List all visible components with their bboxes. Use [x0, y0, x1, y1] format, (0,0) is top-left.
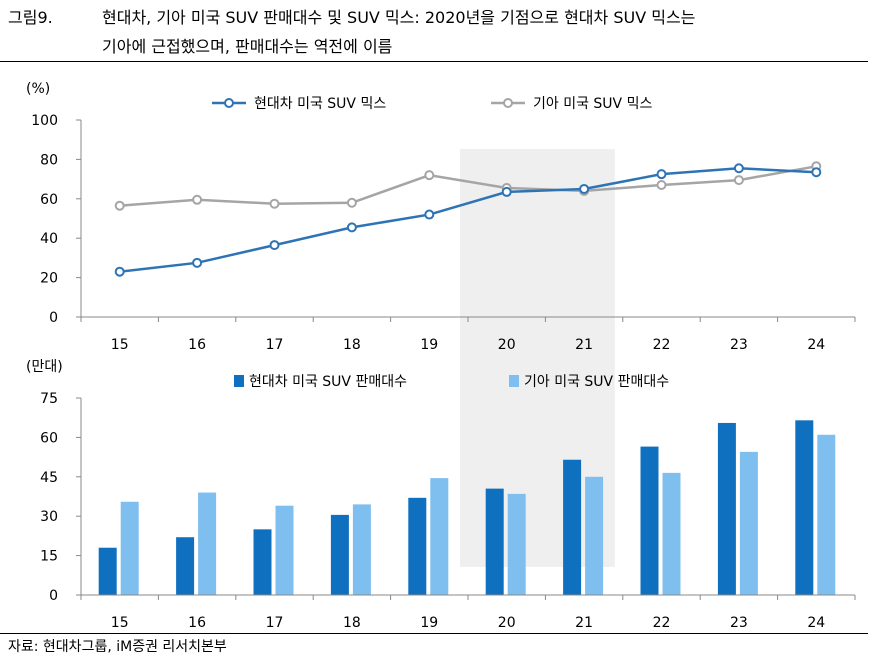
mix-line-chart: (%) 0 20 40 60 80 100 15 16 17 18 19 20 21 22 23 24 현대차 미… — [26, 81, 856, 353]
kia-suv-sales-bar — [507, 493, 526, 595]
line-unit-label: (%) — [26, 81, 50, 97]
figure-label: 그림9. — [8, 8, 53, 27]
kia-suv-mix-point — [114, 200, 125, 211]
kia-suv-sales-bar — [739, 451, 758, 595]
bar-x-tick-label: 24 — [807, 615, 825, 631]
hyundai-suv-mix-point — [579, 183, 590, 194]
hyundai-suv-sales-bar — [253, 529, 272, 595]
figure-title-line-1: 현대차, 기아 미국 SUV 판매대수 및 SUV 믹스: 2020년을 기점으… — [102, 8, 696, 27]
kia-suv-mix-point — [656, 180, 667, 191]
hyundai-suv-mix-point — [656, 169, 667, 180]
kia-suv-sales-bar — [352, 504, 371, 595]
sales-bar-chart: (만대) 0 15 30 45 60 75 15 16 17 18 19 20 21 22 23 24 현대차 미… — [26, 359, 856, 631]
kia-suv-sales-bar — [430, 478, 449, 595]
hyundai-suv-sales-bar — [795, 420, 814, 595]
bottom-rule — [0, 633, 868, 634]
hyundai-suv-mix-point — [192, 257, 203, 268]
kia-suv-mix-legend-marker — [503, 98, 513, 108]
kia-suv-sales-bar — [198, 492, 217, 595]
line-x-tick-label: 20 — [498, 337, 516, 353]
figure-title-line-2: 기아에 근접했으며, 판매대수는 역전에 이름 — [102, 37, 393, 56]
hyundai-suv-mix-legend-label: 현대차 미국 SUV 믹스 — [254, 96, 386, 112]
hyundai-suv-mix-point — [733, 163, 744, 174]
hyundai-suv-mix-point — [114, 266, 125, 277]
bar-x-tick-label: 19 — [420, 615, 438, 631]
bar-x-tick-label: 21 — [575, 615, 593, 631]
kia-suv-mix-line — [119, 165, 817, 207]
kia-suv-sales-bar — [275, 505, 294, 595]
hyundai-suv-mix-legend-marker — [224, 98, 234, 108]
line-x-tick-label: 15 — [111, 337, 129, 353]
bar-y-tick-label: 45 — [40, 470, 58, 486]
line-y-tick-label: 100 — [31, 113, 58, 129]
line-x-tick-label: 17 — [266, 337, 284, 353]
line-x-tick-label: 21 — [575, 337, 593, 353]
bar-x-tick-label: 16 — [188, 615, 206, 631]
hyundai-suv-sales-bar — [330, 514, 349, 595]
hyundai-suv-sales-bar — [717, 422, 736, 595]
bar-unit-label: (만대) — [26, 359, 63, 375]
bar-x-tick-label: 18 — [343, 615, 361, 631]
hyundai-suv-sales-bar — [563, 459, 582, 595]
hyundai-suv-sales-bar — [98, 547, 117, 595]
line-y-tick-label: 80 — [40, 152, 58, 168]
kia-suv-sales-bar — [662, 472, 681, 595]
hyundai-suv-mix-point — [811, 167, 822, 178]
kia-suv-sales-bar — [120, 501, 139, 595]
bar-x-tick-label: 20 — [498, 615, 516, 631]
hyundai-suv-mix-line — [119, 167, 817, 273]
kia-suv-mix-point — [192, 194, 203, 205]
hyundai-suv-mix-point — [501, 186, 512, 197]
bar-y-tick-label: 0 — [49, 588, 58, 604]
bar-y-tick-label: 75 — [40, 391, 58, 407]
hyundai-suv-sales-bar — [485, 488, 504, 595]
kia-suv-mix-point — [346, 197, 357, 208]
bar-y-tick-label: 60 — [40, 430, 58, 446]
top-rule — [0, 61, 868, 62]
line-x-tick-label: 23 — [730, 337, 748, 353]
bar-x-tick-label: 23 — [730, 615, 748, 631]
hyundai-suv-mix-point — [269, 240, 280, 251]
kia-suv-sales-legend-swatch — [509, 375, 519, 387]
line-x-tick-label: 19 — [420, 337, 438, 353]
bar-y-tick-label: 15 — [40, 549, 58, 565]
kia-suv-sales-legend-label: 기아 미국 SUV 판매대수 — [524, 374, 669, 390]
kia-suv-mix-point — [733, 175, 744, 186]
line-y-tick-label: 60 — [40, 192, 58, 208]
source-note: 자료: 현대차그룹, iM증권 리서치본부 — [8, 639, 227, 655]
line-y-tick-label: 40 — [40, 231, 58, 247]
kia-suv-mix-point — [424, 170, 435, 181]
bar-x-tick-label: 17 — [266, 615, 284, 631]
line-x-tick-label: 24 — [807, 337, 825, 353]
kia-suv-mix-point — [269, 198, 280, 209]
line-x-tick-label: 22 — [653, 337, 671, 353]
line-y-tick-label: 20 — [40, 271, 58, 287]
kia-suv-mix-legend-label: 기아 미국 SUV 믹스 — [533, 96, 652, 112]
kia-suv-sales-bar — [817, 434, 836, 595]
line-y-tick-label: 0 — [49, 310, 58, 326]
hyundai-suv-sales-legend-swatch — [234, 375, 244, 387]
hyundai-suv-mix-point — [424, 209, 435, 220]
bar-x-tick-label: 15 — [111, 615, 129, 631]
line-x-tick-label: 16 — [188, 337, 206, 353]
hyundai-suv-sales-bar — [176, 537, 195, 595]
bar-x-tick-label: 22 — [653, 615, 671, 631]
hyundai-suv-mix-point — [346, 222, 357, 233]
bar-y-tick-label: 30 — [40, 509, 58, 525]
hyundai-suv-sales-bar — [640, 446, 659, 595]
line-x-tick-label: 18 — [343, 337, 361, 353]
kia-suv-sales-bar — [585, 476, 604, 595]
hyundai-suv-sales-bar — [408, 497, 427, 595]
hyundai-suv-sales-legend-label: 현대차 미국 SUV 판매대수 — [249, 374, 407, 390]
